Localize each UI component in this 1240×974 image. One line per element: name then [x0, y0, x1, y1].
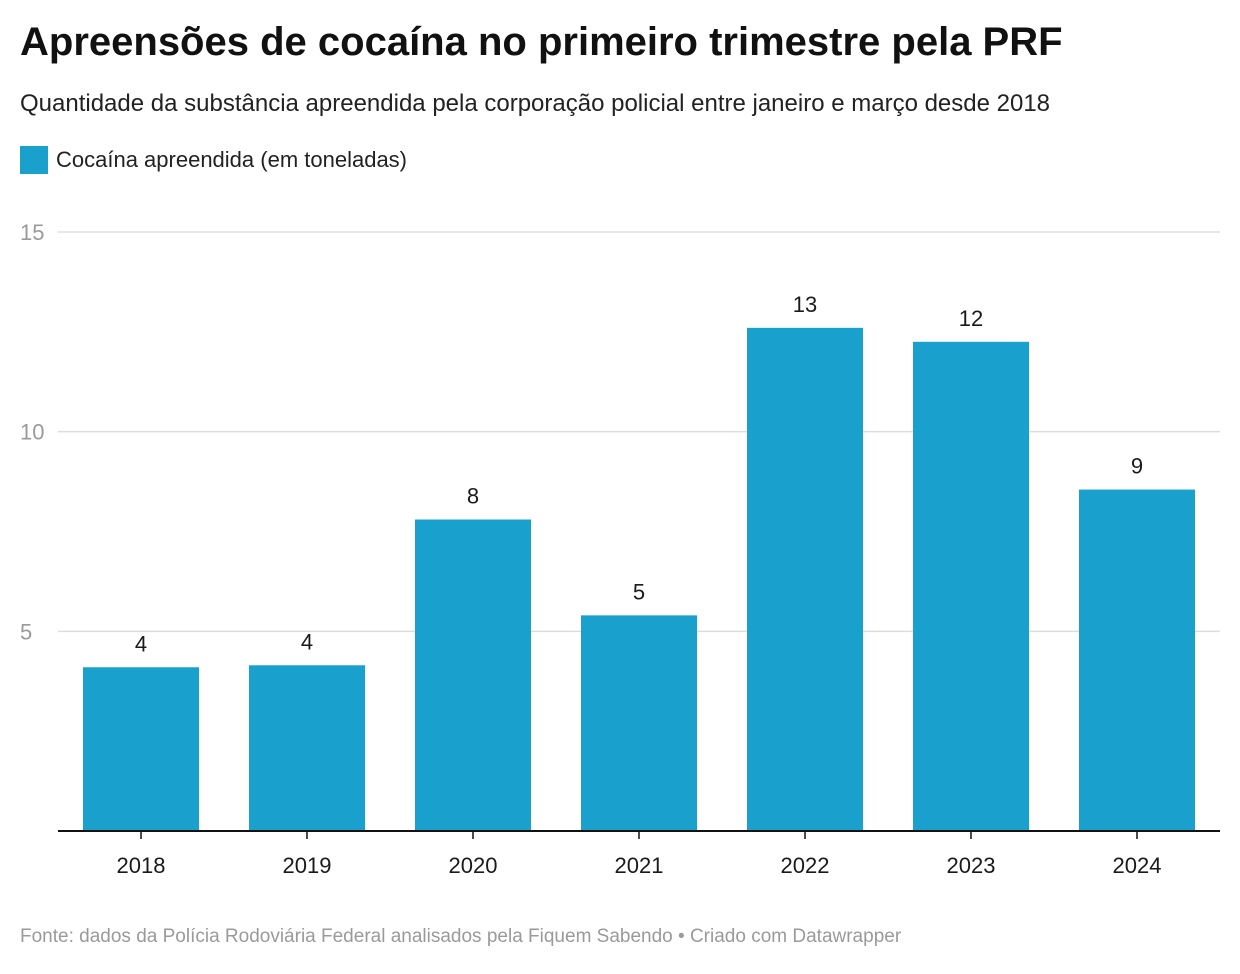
legend: Cocaína apreendida (em toneladas)	[20, 146, 407, 174]
chart-subtitle: Quantidade da substância apreendida pela…	[20, 90, 1051, 117]
y-tick-label: 5	[20, 619, 32, 644]
data-label: 4	[301, 629, 313, 654]
bar-chart: 5 10 15 4 2018 4 2019 8 2020 5 2021 13 2022 12 2023 9 20…	[20, 220, 1220, 878]
legend-swatch	[20, 146, 48, 174]
y-tick-label: 10	[20, 420, 44, 445]
x-tick-label: 2021	[615, 853, 664, 878]
bar	[415, 519, 531, 831]
bar	[249, 665, 365, 831]
bar	[913, 341, 1029, 831]
x-tick-label: 2018	[117, 853, 166, 878]
x-tick-label: 2024	[1113, 853, 1162, 878]
source-footer: Fonte: dados da Polícia Rodoviária Feder…	[20, 926, 902, 947]
chart-title: Apreensões de cocaína no primeiro trimes…	[20, 20, 1063, 64]
data-label: 13	[793, 292, 817, 317]
x-tick-label: 2023	[947, 853, 996, 878]
data-label: 5	[633, 579, 645, 604]
data-label: 9	[1131, 454, 1143, 479]
y-tick-label: 15	[20, 220, 44, 245]
data-label: 12	[959, 306, 983, 331]
x-tick-label: 2019	[283, 853, 332, 878]
data-label: 8	[467, 484, 479, 509]
bar	[747, 327, 863, 831]
x-tick-label: 2020	[449, 853, 498, 878]
bar	[83, 667, 199, 831]
bar	[1079, 489, 1195, 831]
x-tick-label: 2022	[781, 853, 830, 878]
bar	[581, 615, 697, 831]
legend-label: Cocaína apreendida (em toneladas)	[56, 147, 408, 172]
data-label: 4	[135, 631, 147, 656]
